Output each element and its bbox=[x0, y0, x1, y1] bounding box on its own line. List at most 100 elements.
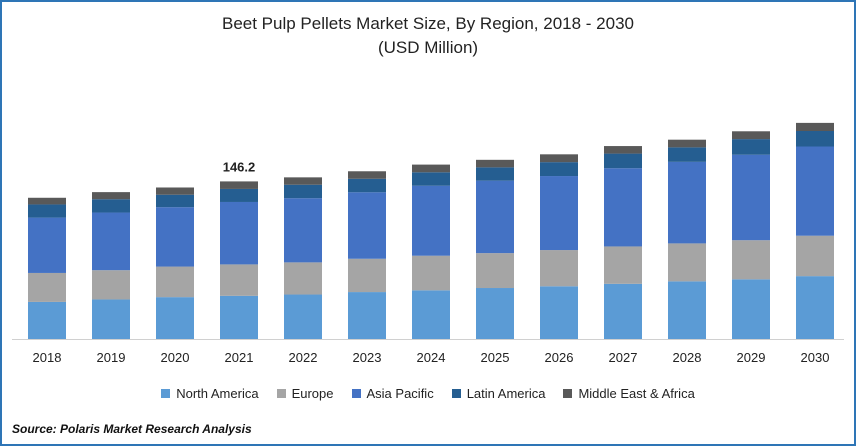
bar-segment-2029-3 bbox=[732, 139, 770, 155]
bar-segment-2027-0 bbox=[604, 283, 642, 339]
bar-segment-2027-2 bbox=[604, 168, 642, 247]
legend-label: North America bbox=[176, 386, 259, 401]
bar-segment-2026-2 bbox=[540, 176, 578, 251]
x-tick-label: 2029 bbox=[737, 350, 766, 365]
bar-segment-2024-1 bbox=[412, 255, 450, 291]
bar-segment-2019-1 bbox=[92, 270, 130, 300]
x-tick-label: 2026 bbox=[545, 350, 574, 365]
legend-item: Europe bbox=[276, 386, 334, 401]
bar-segment-2029-2 bbox=[732, 154, 770, 241]
bar-segment-2027-1 bbox=[604, 246, 642, 284]
bar-segment-2028-1 bbox=[668, 243, 706, 282]
bar-segment-2024-3 bbox=[412, 172, 450, 186]
bar-segment-2030-3 bbox=[796, 130, 834, 147]
x-tick-label: 2023 bbox=[353, 350, 382, 365]
bar-segment-2020-3 bbox=[156, 194, 194, 208]
x-tick-label: 2018 bbox=[33, 350, 62, 365]
legend-label: Middle East & Africa bbox=[578, 386, 695, 401]
bar-segment-2022-3 bbox=[284, 184, 322, 199]
bar-segment-2025-1 bbox=[476, 253, 514, 289]
bar-segment-2022-1 bbox=[284, 262, 322, 295]
bar-segment-2021-1 bbox=[220, 264, 258, 296]
bar-segment-2018-1 bbox=[28, 272, 66, 302]
legend-item: Middle East & Africa bbox=[563, 386, 695, 401]
legend-item: Asia Pacific bbox=[351, 386, 434, 401]
chart-subtitle: (USD Million) bbox=[377, 38, 479, 57]
source-note: Source: Polaris Market Research Analysis bbox=[12, 422, 252, 436]
bar-segment-2028-3 bbox=[668, 147, 706, 162]
bar-segment-2029-1 bbox=[732, 240, 770, 280]
bar-segment-2030-1 bbox=[796, 235, 834, 277]
bar-chart: 2018 2019 2020 2021 146.2 2022 2023 2024 2025 202… bbox=[12, 122, 844, 365]
bar-segment-2030-0 bbox=[796, 276, 834, 339]
bar-segment-2020-2 bbox=[156, 207, 194, 267]
legend-label: Asia Pacific bbox=[366, 386, 434, 401]
bar-segment-2018-4 bbox=[28, 197, 66, 205]
bar-segment-2023-3 bbox=[348, 178, 386, 193]
legend-item: North America bbox=[161, 386, 259, 401]
bar-segment-2023-1 bbox=[348, 258, 386, 293]
bar-segment-2028-0 bbox=[668, 281, 706, 339]
bar-segment-2027-4 bbox=[604, 146, 642, 154]
bar-segment-2024-0 bbox=[412, 290, 450, 339]
bar-segment-2026-3 bbox=[540, 162, 578, 177]
bar-segment-2019-0 bbox=[92, 299, 130, 339]
legend-item: Latin America bbox=[451, 386, 546, 401]
legend-swatch bbox=[351, 389, 361, 398]
bar-segment-2024-2 bbox=[412, 185, 450, 256]
bar-segment-2020-0 bbox=[156, 297, 194, 339]
bar-segment-2022-2 bbox=[284, 198, 322, 263]
x-tick-label: 2021 bbox=[225, 350, 254, 365]
bar-segment-2030-2 bbox=[796, 146, 834, 236]
bar-segment-2026-0 bbox=[540, 286, 578, 339]
x-tick-label: 2025 bbox=[481, 350, 510, 365]
x-tick-label: 2030 bbox=[801, 350, 830, 365]
bar-segment-2025-2 bbox=[476, 180, 514, 254]
bar-segment-2025-0 bbox=[476, 288, 514, 339]
legend-swatch bbox=[161, 389, 171, 398]
x-tick-label: 2024 bbox=[417, 350, 446, 365]
bar-segment-2027-3 bbox=[604, 153, 642, 169]
bar-segment-2020-1 bbox=[156, 266, 194, 298]
bar-segment-2021-4 bbox=[220, 181, 258, 189]
bar-segment-2021-3 bbox=[220, 188, 258, 202]
bar-segment-2018-2 bbox=[28, 217, 66, 273]
x-tick-label: 2027 bbox=[609, 350, 638, 365]
bar-segment-2019-3 bbox=[92, 199, 130, 213]
bar-segment-2025-3 bbox=[476, 167, 514, 181]
legend-label: Latin America bbox=[466, 386, 546, 401]
bar-segment-2021-0 bbox=[220, 295, 258, 339]
x-tick-label: 2020 bbox=[161, 350, 190, 365]
chart-legend: North America Europe Asia Pacific Latin Ame… bbox=[2, 386, 854, 401]
bar-segment-2019-2 bbox=[92, 212, 130, 271]
legend-label: Europe bbox=[291, 386, 334, 401]
bar-segment-2028-2 bbox=[668, 161, 706, 244]
legend-swatch bbox=[563, 389, 573, 398]
bar-segment-2025-4 bbox=[476, 159, 514, 168]
bar-segment-2026-4 bbox=[540, 154, 578, 163]
bar-segment-2026-1 bbox=[540, 250, 578, 287]
bar-segment-2019-4 bbox=[92, 192, 130, 200]
bar-segment-2022-0 bbox=[284, 294, 322, 339]
bar-segment-2018-3 bbox=[28, 204, 66, 218]
data-label: 146.2 bbox=[223, 159, 256, 174]
legend-swatch bbox=[276, 389, 286, 398]
bar-segment-2024-4 bbox=[412, 164, 450, 173]
chart-title: Beet Pulp Pellets Market Size, By Region… bbox=[221, 14, 634, 33]
bar-segment-2020-4 bbox=[156, 187, 194, 195]
x-tick-label: 2028 bbox=[673, 350, 702, 365]
bar-segment-2023-2 bbox=[348, 192, 386, 259]
bar-segment-2030-4 bbox=[796, 122, 834, 131]
bar-segment-2023-0 bbox=[348, 292, 386, 339]
legend-swatch bbox=[451, 389, 461, 398]
bar-segment-2029-0 bbox=[732, 279, 770, 339]
x-tick-label: 2019 bbox=[97, 350, 126, 365]
bar-segment-2023-4 bbox=[348, 171, 386, 179]
bar-segment-2022-4 bbox=[284, 177, 322, 185]
bar-segment-2029-4 bbox=[732, 131, 770, 140]
x-tick-label: 2022 bbox=[289, 350, 318, 365]
bar-segment-2021-2 bbox=[220, 201, 258, 265]
bar-segment-2018-0 bbox=[28, 301, 66, 339]
bar-segment-2028-4 bbox=[668, 139, 706, 148]
